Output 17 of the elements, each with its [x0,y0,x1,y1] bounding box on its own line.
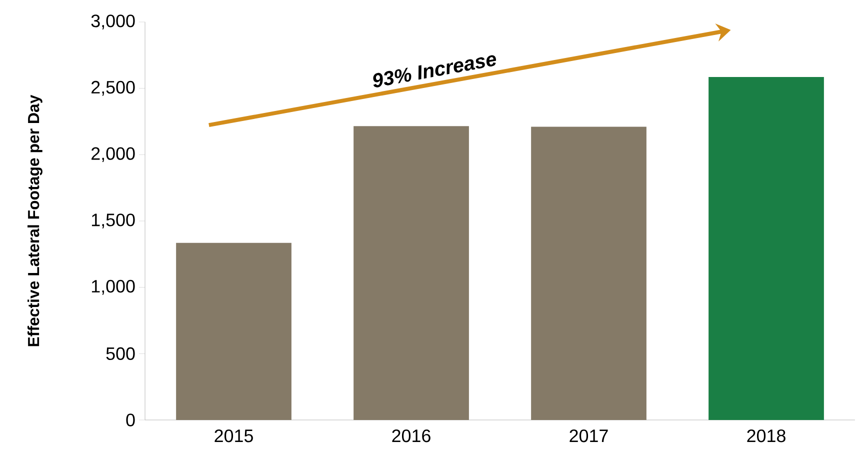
y-tick-label: 1,500 [92,214,135,228]
y-axis-title: Effective Lateral Footage per Day [28,94,42,346]
bar [354,126,469,420]
x-tick-label: 2015 [214,429,253,442]
y-tick-label: 1,000 [92,280,135,295]
y-tick-label: 2,000 [92,147,135,162]
x-tick-label: 2016 [392,429,430,442]
bar [708,77,824,420]
bar [531,126,646,420]
y-tick-label: 3,000 [91,14,135,30]
y-tick-label: 500 [106,347,135,360]
x-tick-label: 2018 [747,429,786,442]
x-tick-label: 2017 [570,429,608,442]
y-tick-label: 2,500 [92,80,135,96]
annotation: 93% Increase [373,55,496,88]
y-tick-label: 0 [126,414,135,426]
bar [176,242,292,420]
